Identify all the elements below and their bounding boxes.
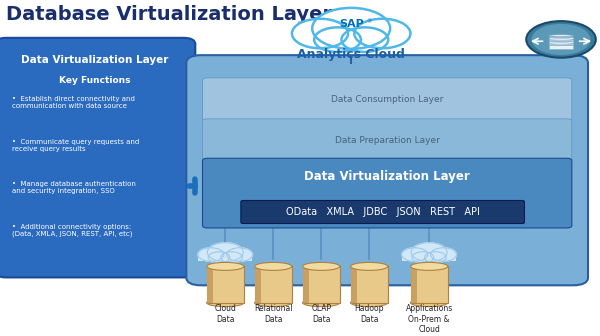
Circle shape	[431, 248, 457, 261]
Text: Key Functions: Key Functions	[59, 76, 131, 85]
Circle shape	[425, 252, 446, 263]
Ellipse shape	[302, 299, 340, 307]
Text: Database Virtualization Layer: Database Virtualization Layer	[7, 5, 332, 24]
Text: SAP: SAP	[339, 19, 364, 29]
Ellipse shape	[549, 39, 573, 41]
Bar	[410, 266, 448, 303]
Circle shape	[532, 24, 590, 55]
Bar	[206, 266, 244, 303]
Bar	[350, 266, 388, 303]
Bar	[206, 266, 214, 303]
Bar	[549, 37, 573, 41]
Text: •  Establish direct connectivity and
communication with data source: • Establish direct connectivity and comm…	[13, 96, 136, 109]
Text: Data Virtualization Layer: Data Virtualization Layer	[21, 55, 169, 65]
Ellipse shape	[410, 262, 448, 270]
Bar	[549, 45, 573, 49]
Bar	[549, 41, 573, 45]
Text: Analytics Cloud: Analytics Cloud	[297, 48, 405, 61]
Circle shape	[292, 19, 348, 48]
Text: Hadoop
Data: Hadoop Data	[355, 304, 384, 324]
Ellipse shape	[206, 262, 244, 270]
Ellipse shape	[254, 299, 292, 307]
Ellipse shape	[350, 299, 388, 307]
Bar	[254, 266, 262, 303]
Text: Relational
Data: Relational Data	[254, 304, 292, 324]
FancyBboxPatch shape	[241, 201, 524, 223]
Ellipse shape	[549, 35, 573, 37]
Text: ®: ®	[366, 20, 371, 25]
Ellipse shape	[410, 299, 448, 307]
Text: •  Additional connectivity options:
(Data, XMLA, JSON, REST, API, etc): • Additional connectivity options: (Data…	[13, 224, 133, 237]
FancyBboxPatch shape	[0, 38, 196, 278]
Ellipse shape	[302, 262, 340, 270]
Text: OData   XMLA   JDBC   JSON   REST   API: OData XMLA JDBC JSON REST API	[286, 207, 479, 217]
Bar	[254, 266, 292, 303]
Bar	[410, 266, 417, 303]
Circle shape	[312, 8, 390, 49]
Text: •  Communicate query requests and
receive query results: • Communicate query requests and receive…	[13, 139, 140, 152]
Bar	[402, 255, 456, 261]
FancyBboxPatch shape	[202, 158, 572, 228]
Ellipse shape	[549, 43, 573, 45]
Circle shape	[411, 243, 447, 262]
Circle shape	[314, 27, 361, 52]
Circle shape	[208, 252, 230, 263]
Circle shape	[526, 21, 596, 58]
Text: Cloud
Data: Cloud Data	[214, 304, 236, 324]
Bar	[293, 36, 410, 47]
Text: Data Virtualization Layer: Data Virtualization Layer	[304, 170, 470, 182]
Circle shape	[198, 248, 224, 261]
Text: •  Manage database authentication
and security integration, SSO: • Manage database authentication and sec…	[13, 181, 136, 194]
Text: Data Consumption Layer: Data Consumption Layer	[331, 95, 443, 104]
Text: Applications
On-Prem &
Cloud: Applications On-Prem & Cloud	[406, 304, 453, 334]
Bar	[350, 266, 357, 303]
Circle shape	[221, 252, 242, 263]
Circle shape	[227, 248, 253, 261]
Circle shape	[341, 27, 388, 52]
FancyBboxPatch shape	[202, 78, 572, 121]
Circle shape	[355, 19, 410, 48]
Text: OLAP
Data: OLAP Data	[311, 304, 331, 324]
FancyBboxPatch shape	[202, 119, 572, 162]
Ellipse shape	[350, 262, 388, 270]
Bar	[302, 266, 310, 303]
Bar	[199, 255, 252, 261]
Ellipse shape	[206, 299, 244, 307]
Text: Data Preparation Layer: Data Preparation Layer	[335, 136, 440, 145]
FancyBboxPatch shape	[187, 55, 588, 285]
Ellipse shape	[254, 262, 292, 270]
Circle shape	[412, 252, 434, 263]
Circle shape	[207, 243, 243, 262]
Circle shape	[402, 248, 428, 261]
Bar	[302, 266, 340, 303]
